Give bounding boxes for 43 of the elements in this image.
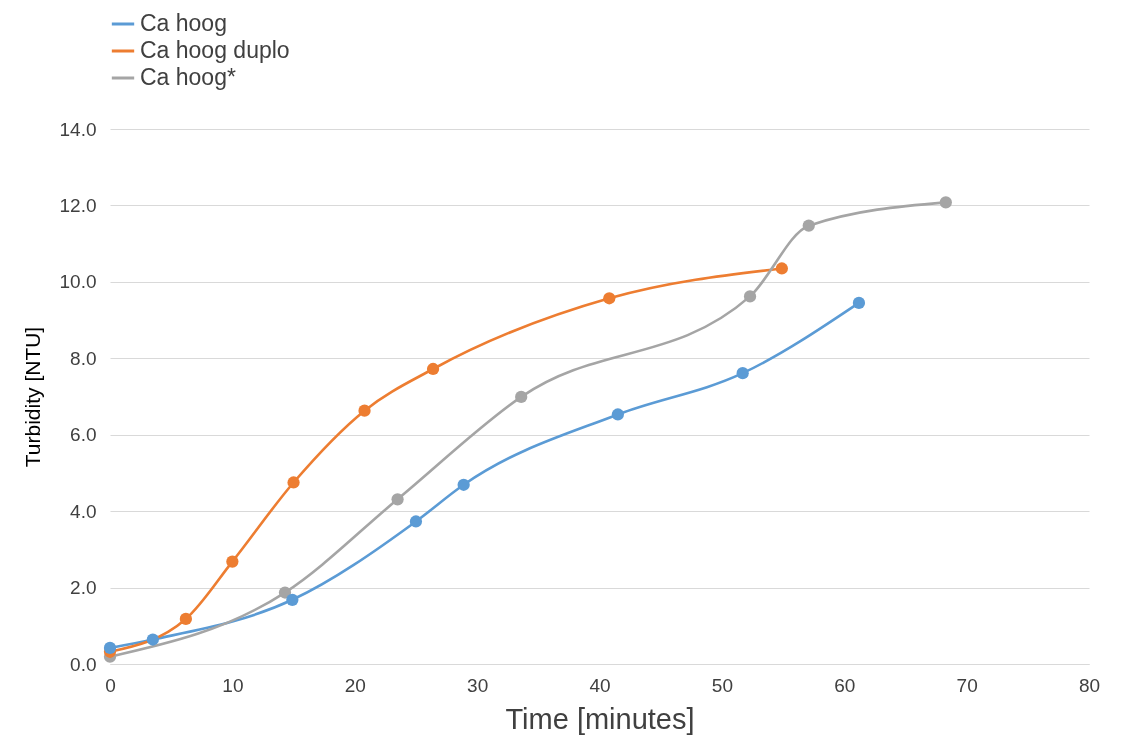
point: [802, 219, 815, 232]
y-tick-label: 12.0: [59, 194, 97, 216]
x-tick-label: 40: [589, 674, 611, 696]
point: [286, 593, 299, 606]
x-tick-label: 50: [711, 674, 733, 696]
y-tick-label: 0.0: [70, 653, 97, 675]
x-tick-label: 70: [956, 674, 978, 696]
point: [226, 555, 239, 568]
point: [852, 296, 866, 309]
legend-label: Ca hoog: [140, 10, 227, 36]
point: [426, 362, 440, 376]
point: [358, 404, 371, 417]
point: [146, 633, 159, 646]
y-tick-label: 4.0: [70, 500, 97, 522]
x-tick-label: 30: [467, 674, 489, 696]
point: [287, 476, 300, 489]
x-tick-label: 10: [222, 674, 244, 696]
point: [743, 290, 757, 303]
point: [775, 262, 788, 275]
point: [515, 390, 528, 403]
y-tick-label: 8.0: [70, 347, 97, 369]
point: [736, 367, 749, 380]
x-tick-label: 60: [834, 674, 856, 696]
x-axis-title: Time [minutes]: [505, 702, 695, 735]
x-tick-label: 20: [344, 674, 366, 696]
point: [603, 292, 616, 305]
point: [457, 478, 470, 491]
y-tick-label: 2.0: [70, 577, 97, 599]
point: [103, 641, 117, 655]
point: [391, 493, 404, 506]
legend-label: Ca hoog duplo: [140, 37, 290, 63]
point: [409, 515, 423, 528]
point: [278, 586, 292, 599]
point: [179, 612, 192, 626]
x-tick-label: 0: [105, 674, 116, 696]
y-tick-label: 6.0: [70, 424, 97, 446]
x-tick-label: 80: [1078, 674, 1101, 696]
legend-label: Ca hoog*: [140, 64, 236, 90]
y-axis-title: Turbidity [NTU]: [20, 326, 44, 468]
y-tick-label: 14.0: [59, 118, 97, 140]
y-tick-label: 10.0: [59, 271, 97, 293]
point: [611, 408, 624, 421]
point: [939, 196, 952, 209]
